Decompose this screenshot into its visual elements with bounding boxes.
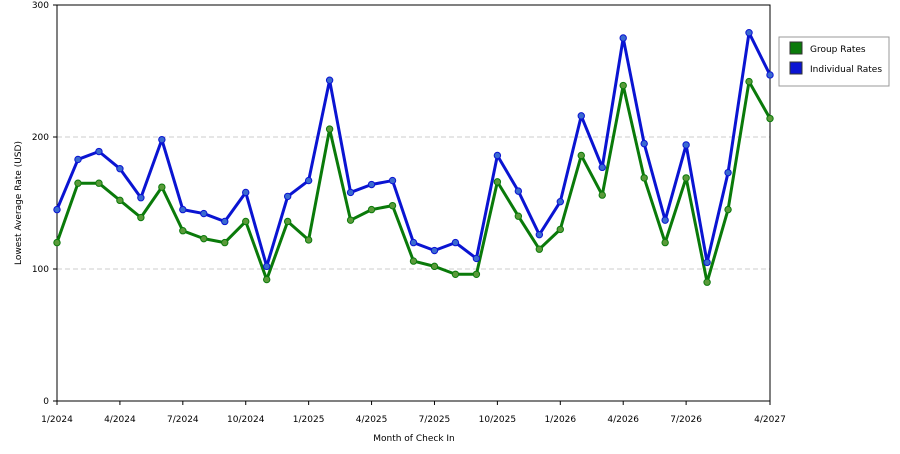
point bbox=[556, 225, 564, 234]
point bbox=[263, 275, 271, 284]
point bbox=[661, 238, 669, 247]
point bbox=[53, 205, 61, 214]
point bbox=[367, 180, 376, 189]
point bbox=[703, 278, 711, 286]
point bbox=[514, 212, 523, 220]
point bbox=[221, 238, 229, 247]
x-tick-label: 1/2025 bbox=[293, 415, 325, 425]
point bbox=[200, 234, 208, 243]
point bbox=[116, 164, 124, 173]
point bbox=[346, 216, 355, 224]
legend-swatch bbox=[789, 61, 803, 75]
point bbox=[200, 209, 208, 218]
point bbox=[304, 176, 313, 185]
point bbox=[745, 77, 753, 86]
point bbox=[388, 201, 397, 210]
legend-swatch bbox=[789, 41, 803, 55]
point bbox=[451, 270, 460, 278]
point bbox=[409, 238, 418, 247]
point bbox=[661, 216, 669, 224]
point bbox=[514, 187, 523, 195]
y-tick-label: 100 bbox=[32, 265, 49, 275]
point bbox=[682, 141, 690, 149]
x-tick-label: 7/2026 bbox=[670, 415, 702, 425]
point bbox=[619, 34, 627, 42]
legend-label: Group Rates bbox=[810, 45, 866, 55]
point bbox=[577, 151, 585, 160]
point bbox=[577, 112, 585, 120]
x-tick-label: 4/2025 bbox=[356, 415, 388, 425]
point bbox=[53, 238, 61, 247]
point bbox=[74, 155, 82, 164]
x-tick-label: 10/2024 bbox=[227, 415, 265, 425]
point bbox=[304, 236, 313, 244]
point bbox=[179, 205, 187, 214]
x-axis-label: Month of Check In bbox=[373, 434, 455, 444]
point bbox=[346, 188, 355, 197]
point bbox=[472, 270, 481, 278]
x-tick-label: 7/2024 bbox=[167, 415, 199, 425]
point bbox=[137, 194, 145, 202]
point bbox=[766, 114, 774, 123]
point bbox=[430, 262, 439, 271]
point bbox=[640, 139, 648, 148]
x-tick-label: 4/2027 bbox=[754, 415, 786, 425]
point bbox=[95, 179, 103, 187]
point bbox=[137, 213, 145, 222]
point bbox=[325, 76, 334, 84]
point bbox=[283, 192, 292, 201]
point bbox=[451, 238, 460, 247]
point bbox=[388, 176, 397, 185]
point bbox=[367, 205, 376, 214]
y-tick-label: 200 bbox=[32, 133, 49, 143]
point bbox=[598, 163, 606, 172]
point bbox=[283, 217, 292, 226]
point bbox=[95, 147, 103, 156]
x-tick-label: 10/2025 bbox=[479, 415, 516, 425]
point bbox=[242, 188, 250, 197]
x-tick-label: 1/2024 bbox=[41, 415, 73, 425]
point bbox=[766, 71, 774, 79]
plot-area bbox=[56, 4, 771, 402]
series-line bbox=[55, 80, 772, 284]
legend-label: Individual Rates bbox=[810, 65, 882, 75]
point bbox=[724, 205, 732, 214]
point bbox=[116, 196, 124, 205]
point bbox=[74, 179, 82, 187]
point bbox=[242, 217, 250, 226]
x-tick-label: 7/2025 bbox=[419, 415, 451, 425]
point bbox=[409, 257, 418, 265]
point bbox=[703, 258, 711, 267]
point bbox=[640, 174, 648, 182]
point bbox=[724, 168, 732, 177]
point bbox=[556, 197, 564, 206]
x-tick-label: 1/2026 bbox=[544, 415, 576, 425]
point bbox=[430, 246, 439, 255]
point bbox=[535, 245, 544, 253]
y-tick-label: 300 bbox=[32, 1, 49, 11]
point bbox=[598, 191, 606, 199]
point bbox=[619, 81, 627, 90]
point bbox=[472, 254, 481, 263]
y-tick-label: 0 bbox=[43, 397, 49, 407]
point bbox=[221, 217, 229, 226]
point bbox=[158, 183, 166, 191]
point bbox=[493, 151, 502, 160]
y-axis-label: Lowest Average Rate (USD) bbox=[14, 141, 24, 265]
point bbox=[682, 174, 690, 182]
point bbox=[325, 125, 334, 133]
point bbox=[263, 262, 271, 271]
x-tick-label: 4/2024 bbox=[104, 415, 136, 425]
point bbox=[158, 135, 166, 144]
point bbox=[493, 178, 502, 186]
x-tick-label: 4/2026 bbox=[607, 415, 639, 425]
point bbox=[535, 230, 544, 239]
point bbox=[745, 29, 753, 37]
point bbox=[179, 227, 187, 235]
